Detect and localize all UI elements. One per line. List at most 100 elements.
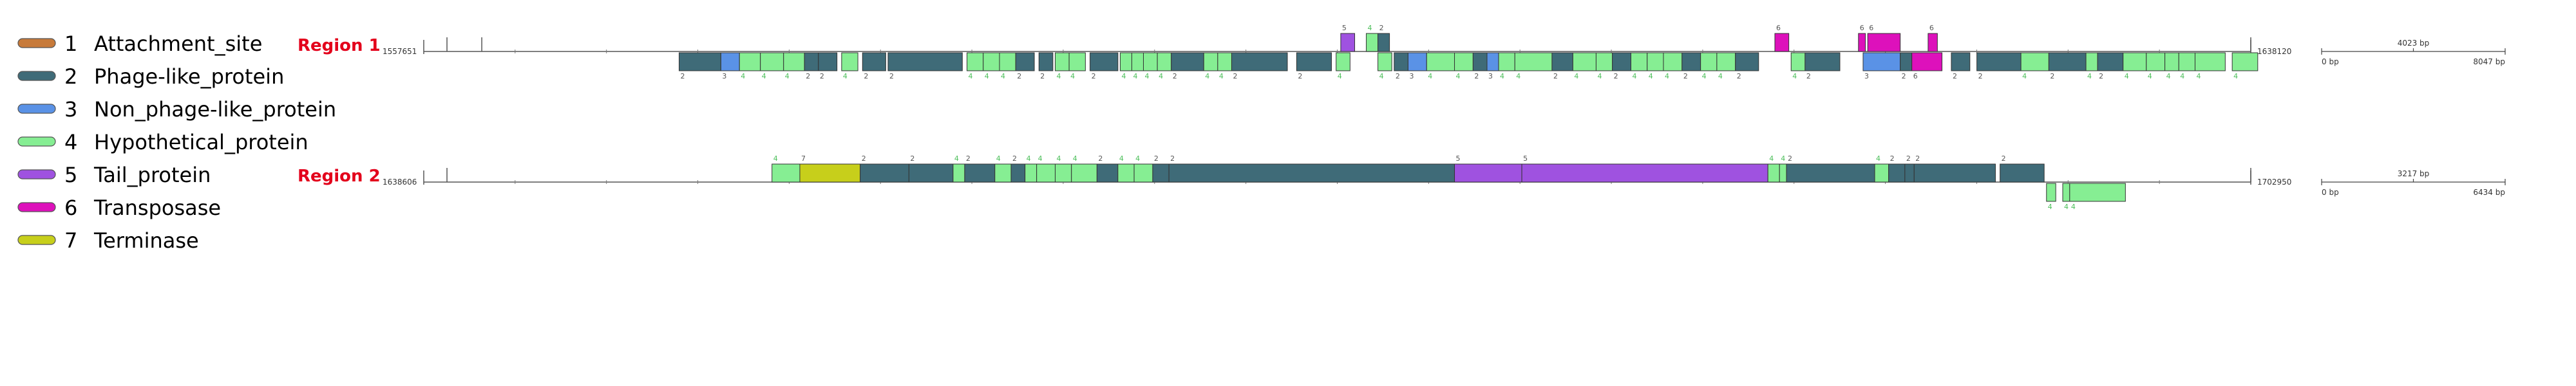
region-label: Region 2 [298,167,381,186]
gene-block [1700,52,1718,71]
gene-block [2123,52,2147,71]
gene-block [967,52,984,71]
gene-type-number: 4 [1781,154,1785,163]
gene-type-number: 2 [1902,72,1906,80]
gene-type-number: 4 [762,72,766,80]
gene-type-number: 2 [1092,72,1096,80]
scale-bar-start-label: 0 bp [2322,57,2339,66]
gene-type-number: 5 [1456,154,1461,163]
gene-block [799,163,861,183]
gene-block [2146,52,2166,71]
gene-block [999,52,1016,71]
gene-type-number: 4 [785,72,790,80]
gene-type-number: 4 [1500,72,1504,80]
gene-block [1152,163,1170,183]
gene-block [1010,163,1026,183]
gene-type-number: 4 [2196,72,2201,80]
gene-type-number: 2 [1614,72,1618,80]
gene-block [1767,163,1780,183]
gene-type-number: 6 [1913,72,1918,80]
gene-block [964,163,996,183]
gene-type-number: 2 [806,72,810,80]
gene-type-number: 2 [1017,72,1021,80]
gene-block [1090,52,1119,71]
gene-block [860,163,909,183]
gene-block [1486,52,1499,71]
legend-label: Non_phage-like_protein [94,97,336,122]
legend-swatch [17,38,56,48]
gene-block [1036,163,1056,183]
gene-block [1336,52,1350,71]
gene-type-number: 4 [1001,72,1005,80]
gene-type-number: 4 [1876,154,1880,163]
gene-type-number: 4 [1057,154,1061,163]
gene-type-number: 2 [2002,154,2006,163]
gene-block [2231,52,2259,71]
gene-block [1976,52,2022,71]
gene-type-number: 4 [1702,72,1707,80]
gene-block [1119,52,1132,71]
gene-type-number: 4 [1649,72,1653,80]
gene-type-number: 7 [801,154,806,163]
gene-type-number: 2 [1806,72,1811,80]
gene-block [1117,163,1135,183]
gene-type-number: 4 [2233,72,2238,80]
legend-item: 2 Phage-like_protein [17,64,284,89]
gene-type-number: 4 [2048,203,2052,211]
gene-block [1055,163,1072,183]
gene-type-number: 4 [1027,154,1031,163]
legend-item: 1 Attachment_site [17,32,262,56]
gene-type-number: 4 [1597,72,1602,80]
gene-type-number: 6 [1869,24,1873,32]
gene-block [1055,52,1070,71]
gene-type-number: 4 [2148,72,2152,80]
gene-block [1867,33,1901,52]
legend-label: Attachment_site [94,32,262,56]
gene-block [1157,52,1172,71]
legend-swatch [17,136,56,147]
gene-block [720,52,740,71]
gene-type-number: 4 [1057,72,1061,80]
gene-block [1407,52,1427,71]
gene-type-number: 2 [1906,154,1911,163]
gene-type-number: 2 [1098,154,1103,163]
gene-type-number: 3 [1409,72,1414,80]
gene-type-number: 2 [1553,72,1558,80]
gene-type-number: 2 [1173,72,1177,80]
gene-type-number: 2 [1233,72,1237,80]
legend-swatch [17,104,56,114]
legend-swatch [17,235,56,245]
legend-number: 1 [64,32,77,56]
gene-type-number: 2 [2099,72,2103,80]
gene-block [1595,52,1613,71]
legend-label: Tail_protein [93,163,211,187]
gene-type-number: 2 [1474,72,1479,80]
gene-block [2164,52,2179,71]
gene-type-number: 3 [1864,72,1869,80]
gene-type-number: 4 [985,72,989,80]
gene-type-number: 4 [1219,72,1224,80]
gene-type-number: 4 [1070,72,1075,80]
gene-type-number: 2 [966,154,971,163]
gene-type-number: 2 [1012,154,1017,163]
gene-type-number: 4 [1073,154,1077,163]
gene-block [1735,52,1759,71]
gene-block [1133,163,1153,183]
gene-block [1612,52,1632,71]
gene-type-number: 4 [2064,203,2069,211]
gene-block [2048,52,2087,71]
gene-type-number: 2 [2050,72,2054,80]
gene-type-number: 4 [1718,72,1723,80]
gene-block [783,52,805,71]
gene-type-number: 4 [1119,154,1124,163]
gene-type-number: 2 [1978,72,1983,80]
gene-type-number: 4 [1205,72,1209,80]
gene-type-number: 2 [681,72,685,80]
gene-block [1131,52,1144,71]
gene-block [2085,52,2098,71]
gene-type-number: 4 [2087,72,2092,80]
gene-block [1217,52,1232,71]
region-end-coordinate: 1702950 [2257,178,2291,187]
gene-type-number: 4 [1159,72,1163,80]
